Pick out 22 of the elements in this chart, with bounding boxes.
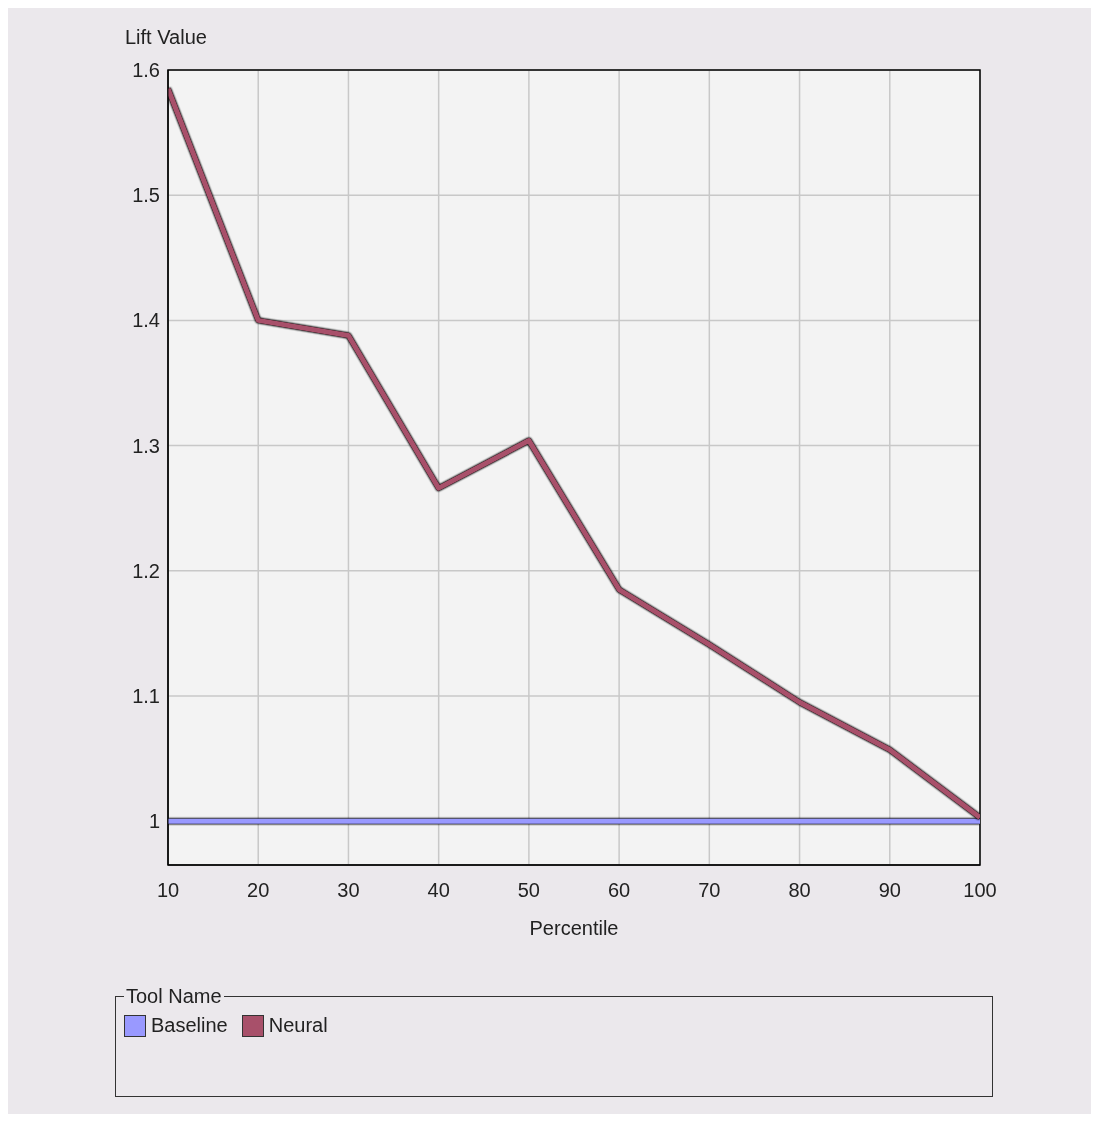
y-axis-title: Lift Value bbox=[125, 26, 207, 49]
x-tick-label: 50 bbox=[517, 879, 541, 902]
x-tick-label: 70 bbox=[698, 879, 721, 902]
x-tick-label: 30 bbox=[337, 879, 360, 902]
x-tick-label: 60 bbox=[607, 879, 631, 902]
y-tick-label: 1.3 bbox=[132, 434, 160, 457]
x-tick-label: 100 bbox=[963, 879, 997, 902]
y-tick-label: 1.4 bbox=[132, 309, 160, 332]
x-tick-label: 40 bbox=[427, 879, 450, 902]
legend-title: Tool Name bbox=[125, 985, 223, 1008]
legend-label: Neural bbox=[268, 1014, 328, 1037]
y-tick-label: 1.5 bbox=[132, 184, 160, 207]
x-tick-label: 20 bbox=[247, 879, 270, 902]
y-tick-label: 1.6 bbox=[132, 59, 160, 82]
x-tick-label: 80 bbox=[788, 879, 811, 902]
x-tick-label: 90 bbox=[878, 879, 901, 902]
y-tick-label: 1.2 bbox=[132, 559, 160, 582]
y-tick-label: 1 bbox=[148, 810, 160, 833]
y-tick-label: 1.1 bbox=[132, 685, 160, 708]
x-axis-title: Percentile bbox=[529, 917, 619, 939]
x-tick-label: 10 bbox=[156, 879, 180, 902]
legend-label: Baseline bbox=[151, 1014, 228, 1037]
